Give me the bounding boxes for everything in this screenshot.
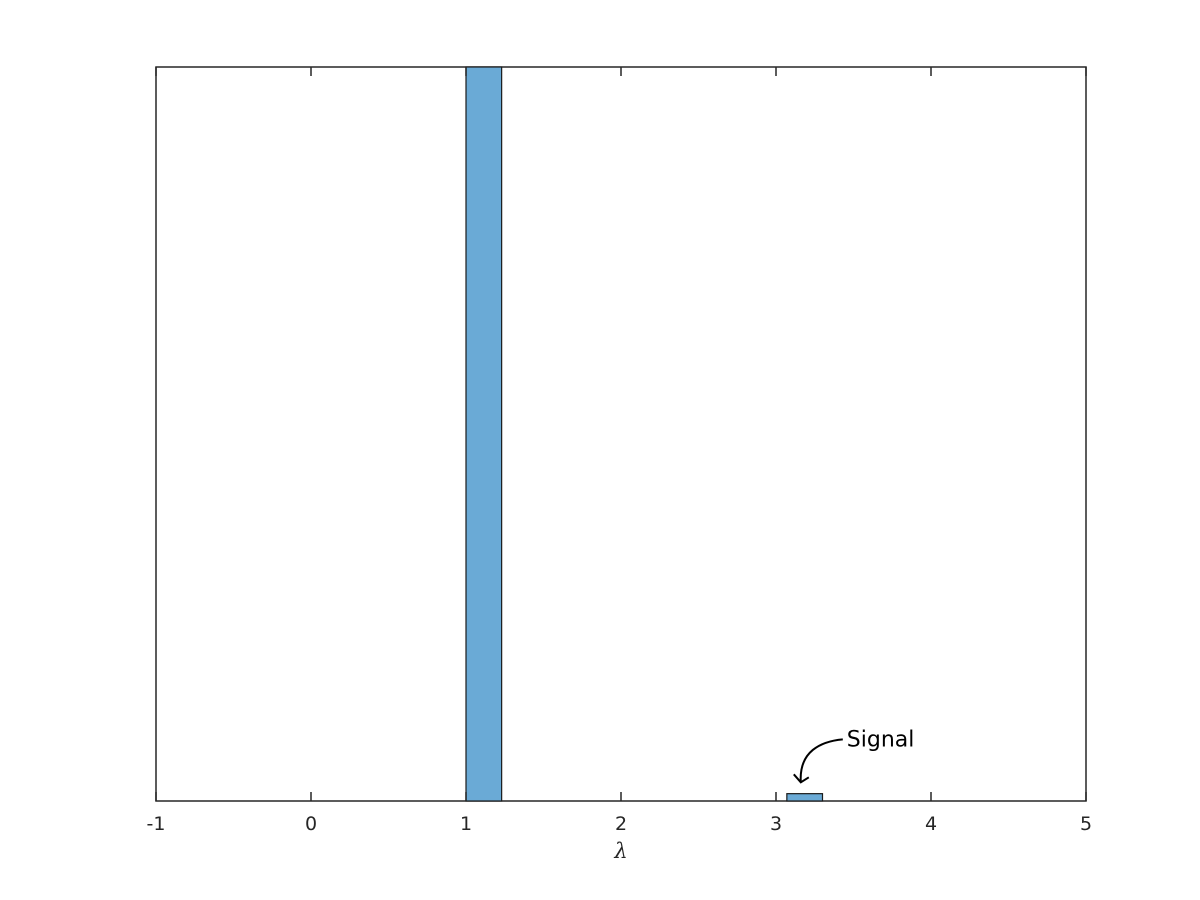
x-tick-label: 3 <box>770 813 782 835</box>
x-tick-label: 1 <box>460 813 472 835</box>
signal-annotation: Signal <box>793 727 915 784</box>
x-tick-label: -1 <box>147 813 166 835</box>
annotation-label: Signal <box>847 727 915 752</box>
x-tick-label: 4 <box>925 813 937 835</box>
x-axis-label: λ <box>613 839 627 863</box>
histogram-bar-0 <box>465 66 503 802</box>
bars-layer <box>465 66 824 802</box>
plot-area <box>155 66 1087 802</box>
x-tick-label: 2 <box>615 813 627 835</box>
annotation-arrow <box>799 738 843 783</box>
x-ticks: -1 0 1 2 3 4 5 <box>147 67 1092 835</box>
histogram-bar-1 <box>786 793 824 802</box>
x-tick-label: 5 <box>1080 813 1092 835</box>
annotation-arrowhead <box>793 773 810 784</box>
x-tick-label: 0 <box>305 813 317 835</box>
